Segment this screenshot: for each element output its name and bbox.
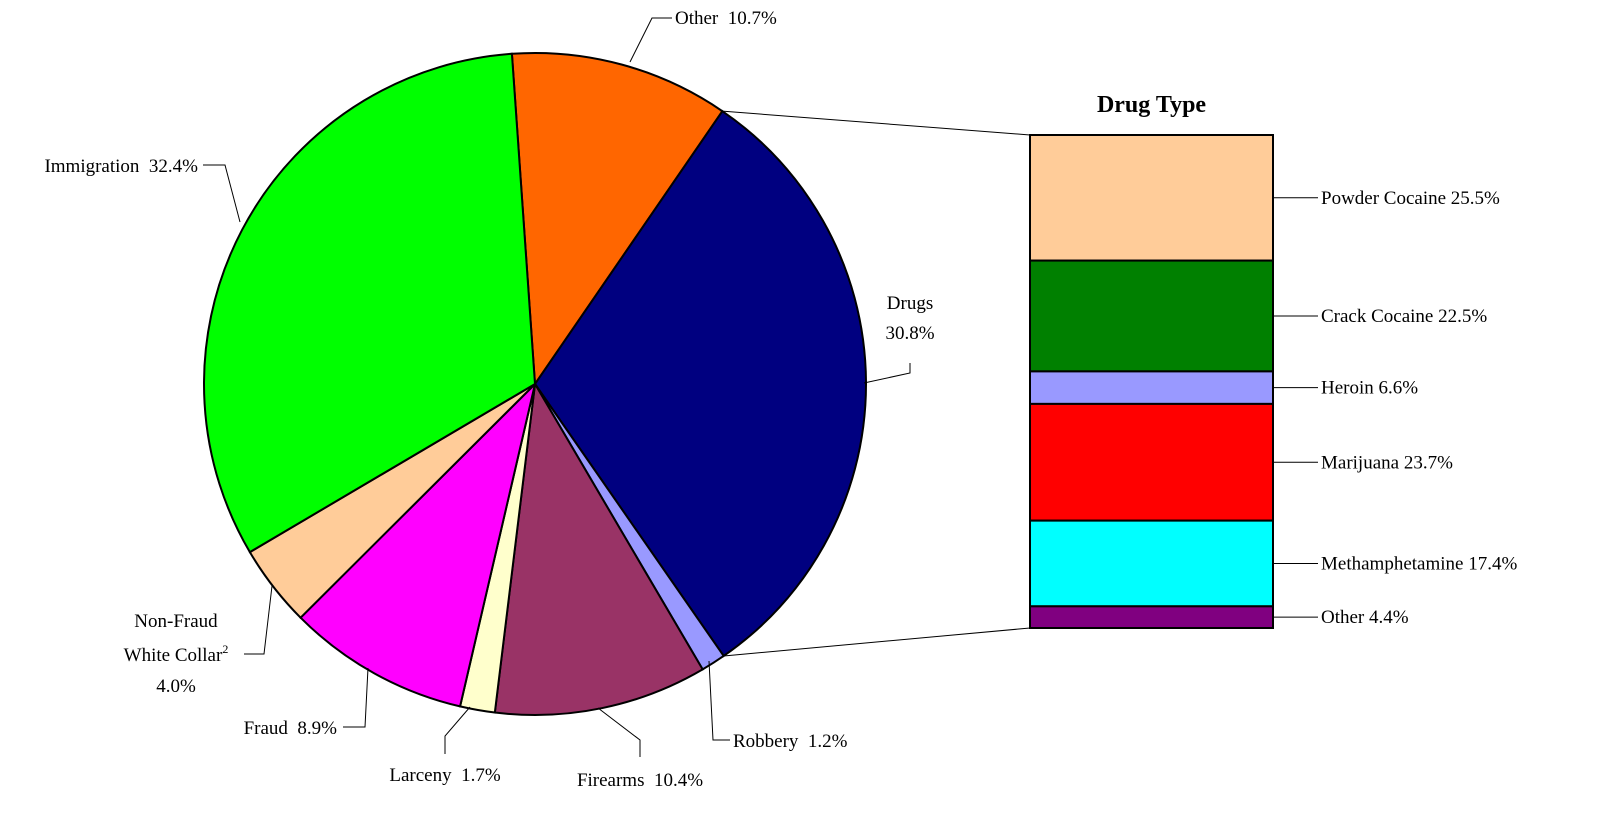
pie-value-non-fraud-white-collar: 4.0%	[156, 676, 196, 697]
bar-label-other: Other 4.4%	[1321, 607, 1409, 628]
bar-label-crack-cocaine: Crack Cocaine 22.5%	[1321, 306, 1487, 327]
leader-line-non-fraud-white-collar	[244, 585, 273, 655]
pie-slice-firearms	[493, 380, 705, 716]
leader-line-immigration	[203, 164, 241, 223]
connector-bottom	[723, 627, 1031, 657]
bar-segment-other	[1029, 605, 1274, 630]
pie-slice-immigration	[203, 52, 537, 554]
leader-line-drugs	[863, 363, 911, 384]
pie-label-robbery: Robbery 1.2%	[733, 731, 848, 752]
pie-label-non-fraud: Non-Fraud	[134, 611, 218, 632]
leader-line-robbery	[708, 660, 730, 741]
drug-type-title: Drug Type	[1097, 92, 1206, 118]
bar-label-methamphetamine: Methamphetamine 17.4%	[1321, 553, 1517, 574]
bar-label-heroin: Heroin 6.6%	[1321, 378, 1418, 399]
pie-slice-fraud	[299, 380, 537, 708]
bar-segment-crack-cocaine	[1029, 259, 1274, 373]
leader-line-other	[629, 17, 672, 63]
pie-slice-other	[510, 52, 724, 387]
bar-label-marijuana: Marijuana 23.7%	[1321, 452, 1453, 473]
bar-segment-heroin	[1029, 370, 1274, 405]
offense-pie-chart: Other 10.7% Drugs 30.8% Robbery 1.2% Firearm…	[44, 8, 934, 791]
leader-line-larceny	[444, 706, 471, 754]
bar-label-powder-cocaine: Powder Cocaine 25.5%	[1321, 188, 1500, 209]
leader-line-firearms	[597, 707, 641, 757]
pie-label-other: Other 10.7%	[675, 8, 777, 29]
pie-label-firearms: Firearms 10.4%	[577, 770, 703, 791]
connector-top	[722, 110, 1031, 136]
pie-value-drugs: 30.8%	[885, 323, 934, 344]
bar-segment-powder-cocaine	[1029, 134, 1274, 262]
pie-slice-drugs	[533, 109, 867, 658]
pie-label-drugs: Drugs	[887, 293, 933, 314]
pie-label-immigration: Immigration 32.4%	[44, 156, 198, 177]
drug-type-stacked-bar: Drug Type Powder Cocaine 25.5% Crack Coca…	[1029, 92, 1517, 630]
leader-line-fraud	[343, 667, 369, 728]
bar-segment-marijuana	[1029, 402, 1274, 522]
pie-to-bar-connectors	[722, 110, 1031, 657]
pie-label-larceny: Larceny 1.7%	[389, 765, 500, 786]
bar-segment-methamphetamine	[1029, 519, 1274, 608]
pie-label-white-collar: White Collar2	[124, 642, 229, 666]
pie-label-fraud: Fraud 8.9%	[244, 718, 338, 739]
